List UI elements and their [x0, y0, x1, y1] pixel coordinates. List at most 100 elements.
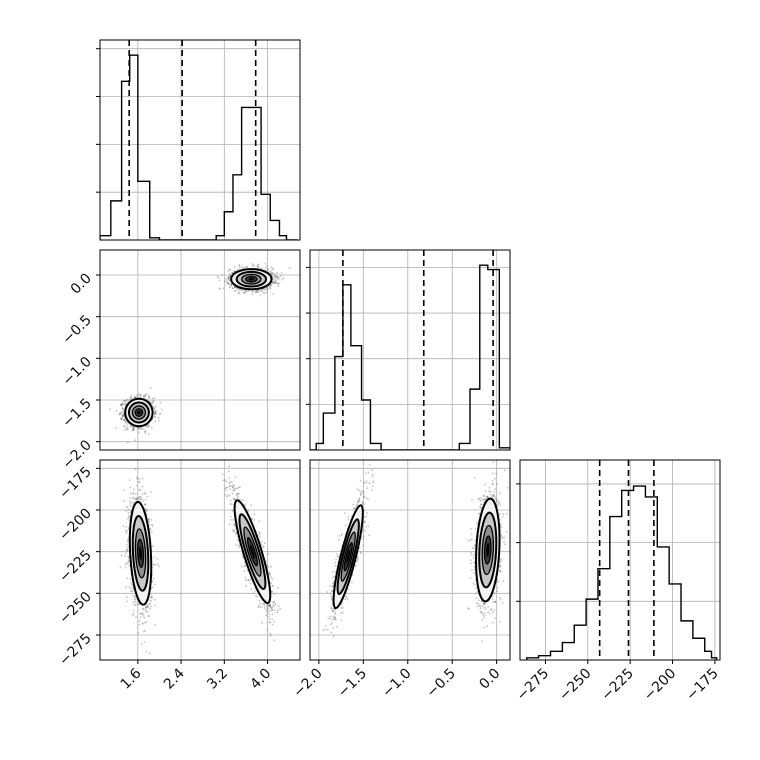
- sample-point: [138, 481, 140, 483]
- sample-point: [242, 291, 245, 294]
- density-contour: [139, 546, 142, 561]
- sample-point: [272, 278, 275, 280]
- sample-point: [152, 563, 155, 566]
- sample-point: [126, 541, 129, 543]
- sample-point: [153, 598, 156, 601]
- sample-point: [151, 597, 154, 599]
- sample-point: [231, 485, 233, 488]
- sample-point: [119, 403, 122, 406]
- sample-point: [224, 487, 227, 490]
- sample-point: [247, 509, 250, 512]
- sample-point: [226, 486, 229, 489]
- sample-point: [132, 428, 135, 431]
- histogram-step: [310, 264, 510, 450]
- sample-point: [228, 283, 231, 286]
- sample-point: [229, 273, 232, 276]
- sample-point: [240, 265, 243, 268]
- sample-point: [124, 563, 127, 566]
- sample-point: [272, 280, 275, 283]
- sample-point: [138, 481, 141, 483]
- sample-point: [227, 470, 230, 473]
- sample-point: [127, 538, 130, 540]
- sample-point: [255, 595, 257, 597]
- sample-point: [126, 424, 129, 427]
- sample-point: [263, 605, 266, 608]
- sample-point: [228, 465, 231, 468]
- sample-point: [259, 294, 262, 297]
- sample-point: [126, 427, 129, 430]
- sample-point: [231, 287, 234, 290]
- sample-point: [138, 498, 141, 501]
- sample-point: [266, 268, 269, 270]
- sample-point: [232, 528, 235, 531]
- sample-point: [251, 263, 254, 265]
- sample-point: [227, 278, 230, 280]
- sample-point: [136, 478, 139, 480]
- density-contour: [137, 410, 141, 415]
- sample-point: [119, 566, 122, 569]
- sample-point: [234, 286, 236, 289]
- sample-point: [129, 502, 132, 505]
- sample-point: [139, 489, 142, 491]
- sample-point: [278, 276, 280, 279]
- sample-point: [159, 412, 162, 415]
- sample-point: [274, 276, 277, 279]
- sample-point: [271, 590, 274, 593]
- sample-point: [123, 419, 125, 422]
- sample-point: [129, 504, 132, 507]
- sample-point: [137, 497, 140, 500]
- sample-point: [122, 489, 125, 491]
- sample-point: [142, 428, 145, 430]
- sample-point: [228, 276, 231, 279]
- sample-point: [134, 596, 137, 599]
- sample-point: [256, 265, 259, 268]
- sample-point: [134, 499, 137, 501]
- sample-point: [127, 527, 130, 529]
- sample-point: [243, 570, 246, 573]
- density-contour: [248, 277, 255, 281]
- sample-point: [149, 602, 152, 605]
- sample-point: [236, 492, 239, 495]
- sample-point: [131, 590, 134, 592]
- cluster-1: [221, 465, 281, 642]
- sample-point: [233, 498, 236, 500]
- sample-point: [129, 396, 132, 399]
- sample-point: [150, 599, 153, 602]
- sample-point: [125, 596, 128, 599]
- histogram-step: [526, 485, 718, 660]
- sample-point: [150, 530, 153, 533]
- sample-point: [130, 493, 132, 495]
- histogram: [526, 460, 718, 660]
- sample-point: [233, 530, 236, 533]
- sample-point: [138, 620, 141, 622]
- sample-point: [274, 274, 276, 277]
- sample-point: [142, 608, 144, 611]
- sample-point: [131, 429, 134, 432]
- sample-point: [132, 594, 135, 597]
- sample-point: [145, 606, 148, 609]
- sample-point: [270, 266, 273, 269]
- sample-point: [155, 413, 157, 415]
- sample-point: [127, 512, 130, 514]
- sample-point: [243, 291, 246, 294]
- sample-point: [157, 565, 160, 568]
- sample-point: [132, 609, 135, 612]
- sample-point: [127, 399, 129, 401]
- sample-point: [131, 501, 134, 504]
- sample-point: [234, 525, 236, 528]
- sample-point: [121, 402, 124, 404]
- sample-point: [145, 650, 148, 653]
- sample-point: [127, 517, 129, 520]
- sample-point: [119, 404, 122, 407]
- sample-point: [140, 642, 143, 645]
- sample-point: [225, 280, 228, 283]
- sample-point: [227, 276, 230, 279]
- sample-point: [148, 599, 150, 601]
- sample-point: [123, 418, 126, 421]
- sample-point: [123, 425, 125, 427]
- sample-point: [132, 493, 135, 495]
- sample-point: [149, 491, 152, 493]
- sample-point: [126, 428, 129, 431]
- sample-point: [280, 272, 283, 274]
- sample-point: [143, 641, 146, 643]
